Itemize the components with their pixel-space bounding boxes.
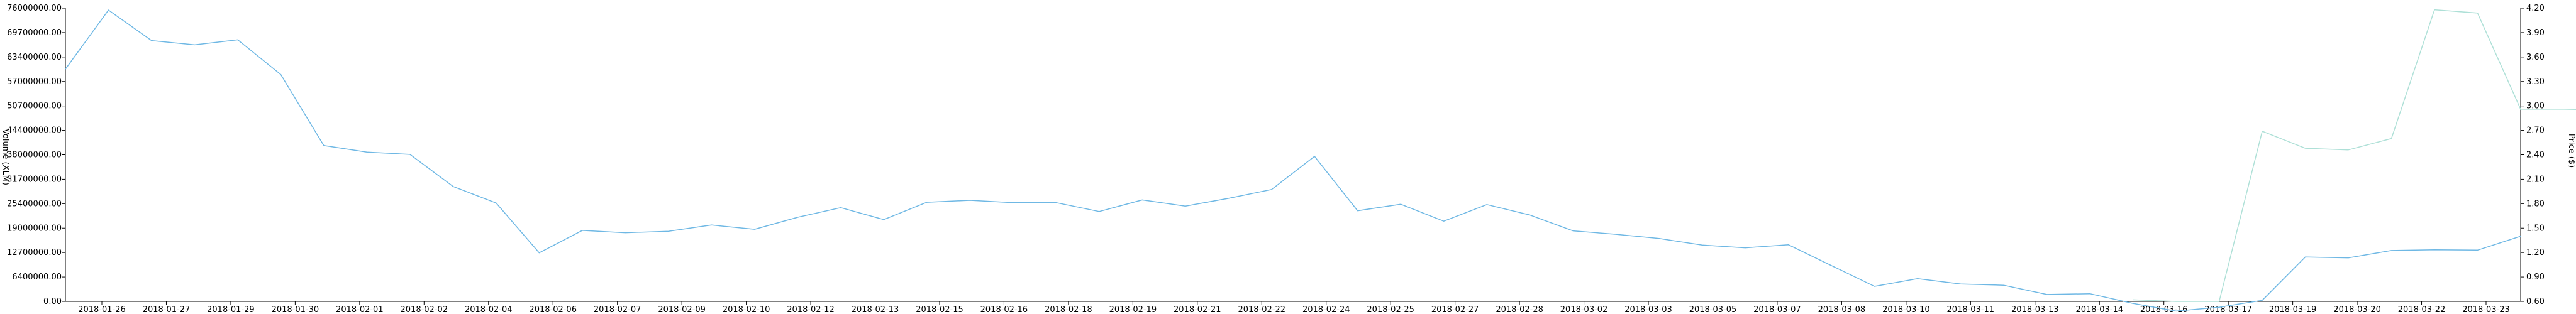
- x-axis-tick-label: 2018-03-07: [1753, 305, 1801, 314]
- price-series-line: [2133, 9, 2576, 302]
- y-axis-right-tick-label: 4.20: [2526, 4, 2545, 13]
- y-axis-right-tick-label: 3.30: [2526, 77, 2545, 87]
- volume-series-line: [65, 9, 2521, 312]
- x-axis-tick-label: 2018-02-24: [1302, 305, 1350, 314]
- x-axis-tick-label: 2018-01-26: [78, 305, 126, 314]
- x-axis-tick-label: 2018-03-10: [1882, 305, 1930, 314]
- x-axis-tick-label: 2018-03-17: [2204, 305, 2252, 314]
- y-axis-right-tick-label: 3.60: [2526, 53, 2545, 62]
- y-axis-right-tick-label: 0.60: [2526, 297, 2545, 306]
- x-axis-tick-label: 2018-02-02: [401, 305, 448, 314]
- y-axis-left-tick-label: 69700000.00: [7, 28, 62, 38]
- x-axis-tick-label: 2018-02-10: [723, 305, 770, 314]
- y-axis-left-tick-label: 31700000.00: [7, 175, 62, 184]
- y-axis-right-tick-label: 1.20: [2526, 248, 2545, 257]
- x-axis-tick-label: 2018-02-01: [336, 305, 384, 314]
- y-axis-right-title: Price ($): [2567, 134, 2576, 168]
- y-axis-left-tick-label: 38000000.00: [7, 151, 62, 160]
- x-axis-tick-label: 2018-02-09: [658, 305, 706, 314]
- x-axis-tick-label: 2018-03-02: [1560, 305, 1608, 314]
- y-axis-right-tick-label: 2.40: [2526, 151, 2545, 160]
- x-axis-tick-label: 2018-03-22: [2398, 305, 2446, 314]
- x-axis-tick-label: 2018-02-18: [1045, 305, 1092, 314]
- x-axis-tick-label: 2018-03-14: [2075, 305, 2123, 314]
- x-axis-tick-label: 2018-02-07: [594, 305, 641, 314]
- y-axis-left-tick-label: 19000000.00: [7, 224, 62, 233]
- y-axis-left-title: Volume (XLM): [1, 129, 10, 185]
- y-axis-right-tick-label: 1.50: [2526, 224, 2545, 233]
- y-axis-right-tick-label: 2.10: [2526, 175, 2545, 184]
- x-axis-tick-label: 2018-02-13: [852, 305, 899, 314]
- x-axis-tick-label: 2018-03-11: [1947, 305, 1995, 314]
- y-axis-right-tick-label: 3.90: [2526, 28, 2545, 38]
- x-axis-tick-label: 2018-02-28: [1496, 305, 1543, 314]
- y-axis-right-tick-label: 2.70: [2526, 126, 2545, 136]
- y-axis-left-tick-label: 44400000.00: [7, 126, 62, 136]
- x-axis-tick-label: 2018-03-19: [2269, 305, 2317, 314]
- y-axis-left-tick-label: 57000000.00: [7, 77, 62, 87]
- y-axis-right-tick-label: 1.80: [2526, 199, 2545, 208]
- x-axis-tick-label: 2018-03-16: [2140, 305, 2188, 314]
- x-axis-tick-label: 2018-02-16: [980, 305, 1028, 314]
- x-axis-tick-label: 2018-03-23: [2462, 305, 2510, 314]
- y-axis-left-tick-label: 76000000.00: [7, 4, 62, 13]
- x-axis-tick-label: 2018-03-05: [1689, 305, 1737, 314]
- x-axis-tick-label: 2018-03-08: [1818, 305, 1866, 314]
- x-axis-tick-label: 2018-01-29: [207, 305, 255, 314]
- x-axis-tick-label: 2018-02-12: [787, 305, 835, 314]
- x-axis-tick-label: 2018-03-13: [2011, 305, 2059, 314]
- x-axis-tick-label: 2018-02-22: [1238, 305, 1285, 314]
- y-axis-left-tick-label: 12700000.00: [7, 248, 62, 257]
- x-axis-tick-label: 2018-02-19: [1109, 305, 1157, 314]
- x-axis-tick-label: 2018-03-20: [2333, 305, 2381, 314]
- y-axis-left-tick-label: 0.00: [43, 297, 62, 306]
- y-axis-left-tick-label: 6400000.00: [12, 273, 62, 282]
- x-axis-tick-label: 2018-01-27: [143, 305, 191, 314]
- y-axis-left-tick-label: 50700000.00: [7, 102, 62, 111]
- x-axis-tick-label: 2018-02-21: [1174, 305, 1221, 314]
- x-axis-tick-label: 2018-01-30: [272, 305, 319, 314]
- x-axis-tick-label: 2018-02-15: [916, 305, 963, 314]
- x-axis-tick-label: 2018-03-03: [1624, 305, 1672, 314]
- y-axis-left-tick-label: 63400000.00: [7, 53, 62, 62]
- x-axis-tick-label: 2018-02-25: [1367, 305, 1414, 314]
- x-axis-tick-label: 2018-02-04: [465, 305, 513, 314]
- y-axis-right-tick-label: 0.90: [2526, 273, 2545, 282]
- y-axis-right-tick-label: 3.00: [2526, 102, 2545, 111]
- x-axis-tick-label: 2018-02-06: [529, 305, 577, 314]
- y-axis-left-tick-label: 25400000.00: [7, 199, 62, 208]
- x-axis-tick-label: 2018-02-27: [1431, 305, 1479, 314]
